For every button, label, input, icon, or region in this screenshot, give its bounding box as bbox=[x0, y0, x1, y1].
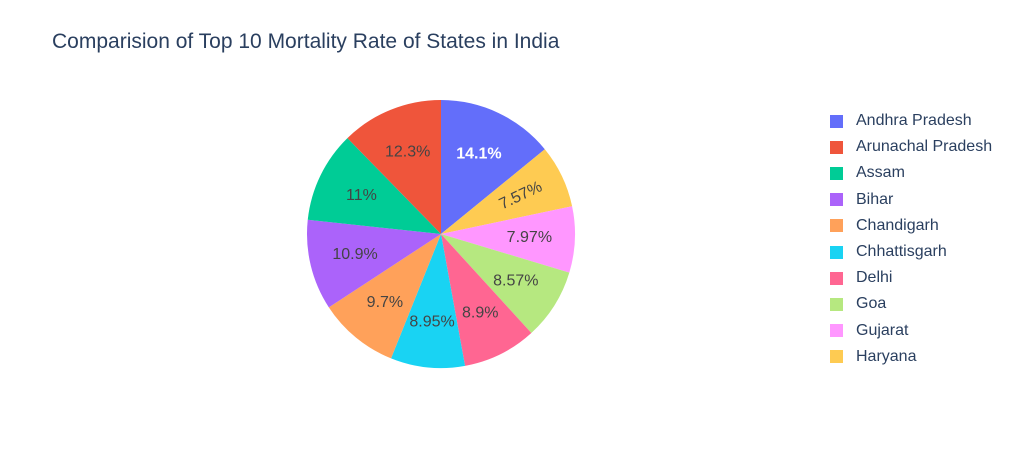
legend-swatch bbox=[830, 140, 843, 154]
pie-slice-label: 12.3% bbox=[385, 144, 430, 161]
legend-swatch bbox=[830, 324, 843, 338]
legend-swatch bbox=[830, 271, 843, 285]
pie-slice-label: 8.9% bbox=[462, 305, 498, 322]
legend-item-gujarat[interactable]: Gujarat bbox=[830, 318, 992, 344]
pie-slice-label: 11% bbox=[346, 187, 377, 204]
pie-slice-arunachal-pradesh[interactable] bbox=[347, 100, 441, 234]
legend-label: Haryana bbox=[856, 347, 917, 365]
legend-swatch bbox=[830, 193, 843, 207]
pie-slice-andhra-pradesh[interactable] bbox=[441, 100, 545, 234]
legend-swatch bbox=[830, 245, 843, 259]
legend-label: Assam bbox=[856, 164, 905, 182]
legend-item-chhattisgarh[interactable]: Chhattisgarh bbox=[830, 239, 992, 265]
pie-slice-label: 14.1% bbox=[456, 146, 501, 163]
pie-slice-assam[interactable] bbox=[307, 138, 441, 234]
pie-slice-label: 10.9% bbox=[332, 246, 377, 263]
legend-label: Chhattisgarh bbox=[856, 243, 947, 261]
pie-slice-chandigarh[interactable] bbox=[328, 234, 441, 359]
pie-slice-label: 7.97% bbox=[507, 229, 552, 246]
legend-label: Goa bbox=[856, 295, 887, 313]
legend-swatch bbox=[830, 350, 843, 364]
pie-slice-label: 9.7% bbox=[367, 294, 403, 311]
legend: Andhra Pradesh Arunachal Pradesh Assam Biha… bbox=[830, 108, 992, 370]
legend-item-delhi[interactable]: Delhi bbox=[830, 265, 992, 291]
legend-item-assam[interactable]: Assam bbox=[830, 160, 992, 186]
legend-swatch bbox=[830, 166, 843, 180]
legend-item-haryana[interactable]: Haryana bbox=[830, 344, 992, 370]
pie-slice-label: 8.57% bbox=[493, 273, 538, 290]
chart-title: Comparision of Top 10 Mortality Rate of … bbox=[52, 30, 560, 53]
legend-label: Chandigarh bbox=[856, 216, 939, 234]
legend-label: Andhra Pradesh bbox=[856, 112, 972, 130]
legend-item-bihar[interactable]: Bihar bbox=[830, 187, 992, 213]
pie-slice-gujarat[interactable] bbox=[441, 206, 575, 273]
legend-item-goa[interactable]: Goa bbox=[830, 291, 992, 317]
pie-slice-haryana[interactable] bbox=[441, 149, 573, 234]
legend-label: Delhi bbox=[856, 269, 893, 287]
legend-label: Arunachal Pradesh bbox=[856, 138, 993, 156]
legend-item-chandigarh[interactable]: Chandigarh bbox=[830, 213, 992, 239]
legend-label: Bihar bbox=[856, 190, 894, 208]
legend-swatch bbox=[830, 219, 843, 233]
legend-swatch bbox=[830, 297, 843, 311]
pie-slice-chhattisgarh[interactable] bbox=[391, 234, 466, 369]
legend-label: Gujarat bbox=[856, 321, 909, 339]
legend-swatch bbox=[830, 114, 843, 128]
legend-item-arunachal-pradesh[interactable]: Arunachal Pradesh bbox=[830, 134, 992, 160]
pie-slice-label: 8.95% bbox=[409, 313, 454, 330]
pie-slices bbox=[307, 100, 575, 369]
pie-slice-bihar[interactable] bbox=[307, 219, 441, 308]
legend-item-andhra-pradesh[interactable]: Andhra Pradesh bbox=[830, 108, 992, 134]
pie-slice-delhi[interactable] bbox=[441, 234, 532, 366]
pie-slice-goa[interactable] bbox=[441, 234, 570, 333]
